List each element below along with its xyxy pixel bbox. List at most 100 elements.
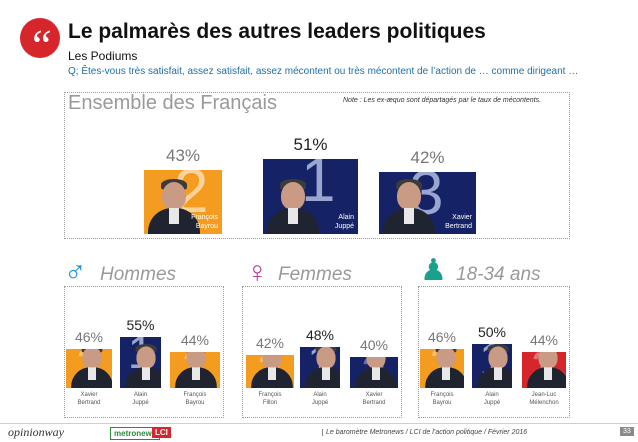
main-podium-photo — [383, 176, 435, 234]
segment-podium-name: Alain Juppé — [468, 391, 516, 407]
segment-podium-name: Alain Juppé — [296, 391, 344, 407]
segment-podium-photo-head — [538, 352, 558, 369]
segment-podium-pct: 44% — [529, 332, 559, 348]
young-section-title: 18-34 ans — [456, 264, 541, 285]
segment-podium-photo — [71, 349, 112, 388]
segment-podium-photo-head — [82, 349, 102, 369]
survey-question: Q; Êtes-vous très satisfait, assez satis… — [68, 66, 579, 77]
main-podium-photo — [148, 176, 200, 234]
segment-podium-photo-head — [436, 349, 456, 369]
main-podium-name-line: Alain — [338, 214, 354, 221]
segment-podium-name-line: Alain — [313, 392, 327, 398]
footer-divider — [0, 423, 638, 424]
segment-podium-name-line: Alain — [133, 392, 148, 398]
segment-podium-photo-head — [488, 346, 508, 369]
tie-break-note: Note : Les ex-æquo sont départagés par l… — [343, 97, 542, 104]
main-podium-name: Alain Juppé — [335, 213, 354, 231]
main-podium-name-line: Bayrou — [195, 223, 218, 230]
segment-podium-name-line: Alain — [485, 392, 499, 398]
segment-podium-photo-head — [136, 346, 156, 369]
segment-podium-name-line: Bertrand — [362, 400, 386, 406]
segment-podium-name-line: Xavier — [80, 392, 98, 398]
segment-podium-bar: 1 — [472, 344, 512, 388]
segment-podium-photo-collar — [372, 367, 380, 380]
segment-podium-bar: 2 — [246, 355, 294, 388]
quote-logo: “ — [20, 18, 60, 70]
segment-podium-photo-collar — [544, 367, 552, 380]
segment-podium-photo-collar — [494, 367, 502, 380]
male-symbol-icon: ♂ — [64, 256, 87, 289]
segment-podium-name-line: Bertrand — [77, 400, 101, 406]
segment-podium-name-line: Jean-Luc — [531, 392, 557, 398]
segment-podium-photo-head — [186, 352, 206, 369]
segment-podium-photo-collar — [88, 367, 96, 380]
main-podium-bar: 3 Xavier Bertrand — [379, 172, 476, 234]
segment-podium-photo-head — [262, 355, 282, 369]
segment-podium-photo-head — [316, 347, 336, 369]
footer-source: Le baromètre Metronews / LCI de l’action… — [322, 429, 527, 436]
segment-podium-pct: 46% — [427, 329, 457, 345]
main-podium-pct: 43% — [165, 146, 201, 165]
segment-podium-photo-collar — [322, 367, 330, 380]
segment-podium-name: Xavier Bertrand — [346, 391, 402, 407]
segment-podium-name: Xavier Bertrand — [62, 391, 116, 407]
opinionway-logo: opinionway — [8, 425, 64, 439]
main-podium-rank: 1 — [301, 159, 336, 215]
segment-podium-name-line: François — [258, 392, 282, 398]
segment-podium-name-line: Xavier — [365, 392, 383, 398]
segment-podium-name-line: Juppé — [311, 400, 329, 406]
segment-podium-photo-head — [366, 357, 386, 369]
segment-podium-bar: 1 — [120, 337, 161, 388]
segment-podium-photo-collar — [142, 367, 150, 380]
segment-podium-photo-collar — [268, 367, 276, 380]
main-podium-bar: 2 François Bayrou — [144, 170, 222, 234]
segment-podium-photo-collar — [192, 367, 200, 380]
page-title: Le palmarès des autres leaders politique… — [68, 20, 486, 43]
main-podium-name-line: François — [191, 214, 218, 221]
segment-podium-name-line: Bayrou — [185, 400, 205, 406]
young-person-icon: ♟ — [420, 254, 447, 287]
main-podium-photo-head — [162, 182, 186, 210]
segment-podium-photo — [125, 342, 161, 388]
segment-podium-pct: 44% — [180, 332, 210, 348]
segment-podium-name-line: François — [430, 392, 454, 398]
main-podium-pct: 42% — [410, 148, 445, 167]
segment-podium-pct: 55% — [126, 317, 155, 333]
main-podium-photo — [267, 176, 319, 234]
segment-podium-name-line: Fillon — [262, 400, 278, 406]
main-podium-photo-collar — [169, 208, 179, 224]
segment-podium-bar: 2 — [66, 349, 112, 388]
men-section-title: Hommes — [100, 264, 177, 285]
main-podium-photo-head — [281, 182, 305, 210]
main-podium-name-line: Juppé — [334, 223, 354, 230]
main-podium-pct: 51% — [293, 135, 328, 154]
segment-podium-bar: 3 — [522, 352, 566, 388]
segment-podium-name: François Bayrou — [166, 391, 224, 407]
segment-podium-name: Jean-Luc Mélenchon — [518, 391, 570, 407]
segment-podium-pct: 46% — [74, 329, 104, 345]
segment-podium-name: Alain Juppé — [116, 391, 165, 407]
main-podium-name-line: Bertrand — [445, 223, 472, 230]
segment-podium-bar: 1 — [300, 347, 340, 388]
main-podium-photo-head — [397, 182, 421, 210]
segment-podium-photo — [425, 349, 464, 388]
segment-podium-name-line: Mélenchon — [529, 400, 559, 406]
segment-podium-bar: 3 — [170, 352, 220, 388]
page-number: 33 — [620, 427, 634, 436]
segment-podium-name-line: François — [183, 392, 207, 398]
segment-podium-photo — [355, 357, 397, 388]
lci-logo: LCI — [152, 427, 171, 438]
segment-podium-name-line: Juppé — [132, 400, 149, 406]
segment-podium-photo — [175, 352, 217, 388]
segment-podium-photo — [305, 347, 340, 388]
main-podium-bar: 1 Alain Juppé — [263, 159, 358, 234]
female-symbol-icon: ♀ — [246, 256, 269, 289]
women-section-title: Femmes — [278, 264, 352, 285]
segment-podium-name: François Fillon — [242, 391, 298, 407]
main-podium-photo-collar — [288, 208, 298, 224]
segment-podium-name-line: Juppé — [483, 400, 501, 406]
segment-podium-bar: 3 — [350, 357, 398, 388]
main-podium-title: Ensemble des Français — [68, 92, 277, 114]
segment-podium-photo — [251, 355, 293, 388]
segment-podium-photo-collar — [442, 367, 450, 380]
